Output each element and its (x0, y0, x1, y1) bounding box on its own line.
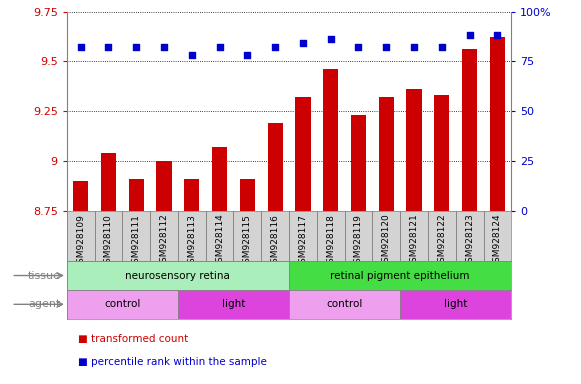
Bar (212, 147, 227, 211)
Bar (128, 179, 144, 211)
Bar (267, 123, 283, 211)
Bar (67, 290, 178, 319)
Text: GSM928118: GSM928118 (326, 214, 335, 268)
Bar (240, 179, 255, 211)
Point (437, 45, 446, 51)
Text: GSM928115: GSM928115 (243, 214, 252, 268)
Text: GSM928119: GSM928119 (354, 214, 363, 268)
Bar (178, 290, 289, 319)
Point (493, 32, 502, 38)
Bar (295, 98, 311, 211)
Point (354, 45, 363, 51)
Point (76, 45, 85, 51)
Text: GSM928111: GSM928111 (132, 214, 141, 268)
Bar (407, 89, 422, 211)
Bar (490, 38, 505, 211)
Text: retinal pigment epithelium: retinal pigment epithelium (331, 270, 470, 281)
Text: GSM928122: GSM928122 (437, 214, 446, 268)
Bar (400, 290, 511, 319)
Text: ■ transformed count: ■ transformed count (78, 334, 189, 344)
Bar (323, 70, 338, 211)
Text: GSM928120: GSM928120 (382, 214, 391, 268)
Point (410, 45, 419, 51)
Text: GSM928124: GSM928124 (493, 214, 502, 268)
Bar (289, 290, 400, 319)
Text: GSM928110: GSM928110 (104, 214, 113, 268)
Point (104, 45, 113, 51)
Text: light: light (444, 299, 467, 310)
Text: GSM928121: GSM928121 (410, 214, 418, 268)
Text: GSM928113: GSM928113 (187, 214, 196, 268)
Bar (156, 161, 171, 211)
Bar (351, 115, 366, 211)
Point (132, 45, 141, 51)
Point (465, 32, 474, 38)
Point (159, 45, 168, 51)
Point (187, 52, 196, 58)
Text: GSM928114: GSM928114 (215, 214, 224, 268)
Point (298, 40, 307, 46)
Point (382, 45, 391, 51)
Bar (73, 181, 88, 211)
Text: GSM928116: GSM928116 (271, 214, 279, 268)
Point (243, 52, 252, 58)
Text: tissue: tissue (28, 270, 61, 281)
Bar (101, 153, 116, 211)
Text: ■ percentile rank within the sample: ■ percentile rank within the sample (78, 357, 267, 367)
Text: GSM928112: GSM928112 (160, 214, 168, 268)
Text: GSM928117: GSM928117 (299, 214, 307, 268)
Point (271, 45, 280, 51)
Bar (184, 179, 199, 211)
Text: control: control (104, 299, 141, 310)
Bar (434, 95, 450, 211)
Text: agent: agent (28, 299, 61, 310)
Text: neurosensory retina: neurosensory retina (125, 270, 231, 281)
Text: control: control (327, 299, 363, 310)
Bar (462, 50, 477, 211)
Bar (289, 261, 511, 290)
Point (326, 36, 335, 43)
Text: GSM928123: GSM928123 (465, 214, 474, 268)
Bar (67, 261, 289, 290)
Text: light: light (222, 299, 245, 310)
Point (215, 45, 224, 51)
Bar (379, 98, 394, 211)
Text: GSM928109: GSM928109 (76, 214, 85, 268)
